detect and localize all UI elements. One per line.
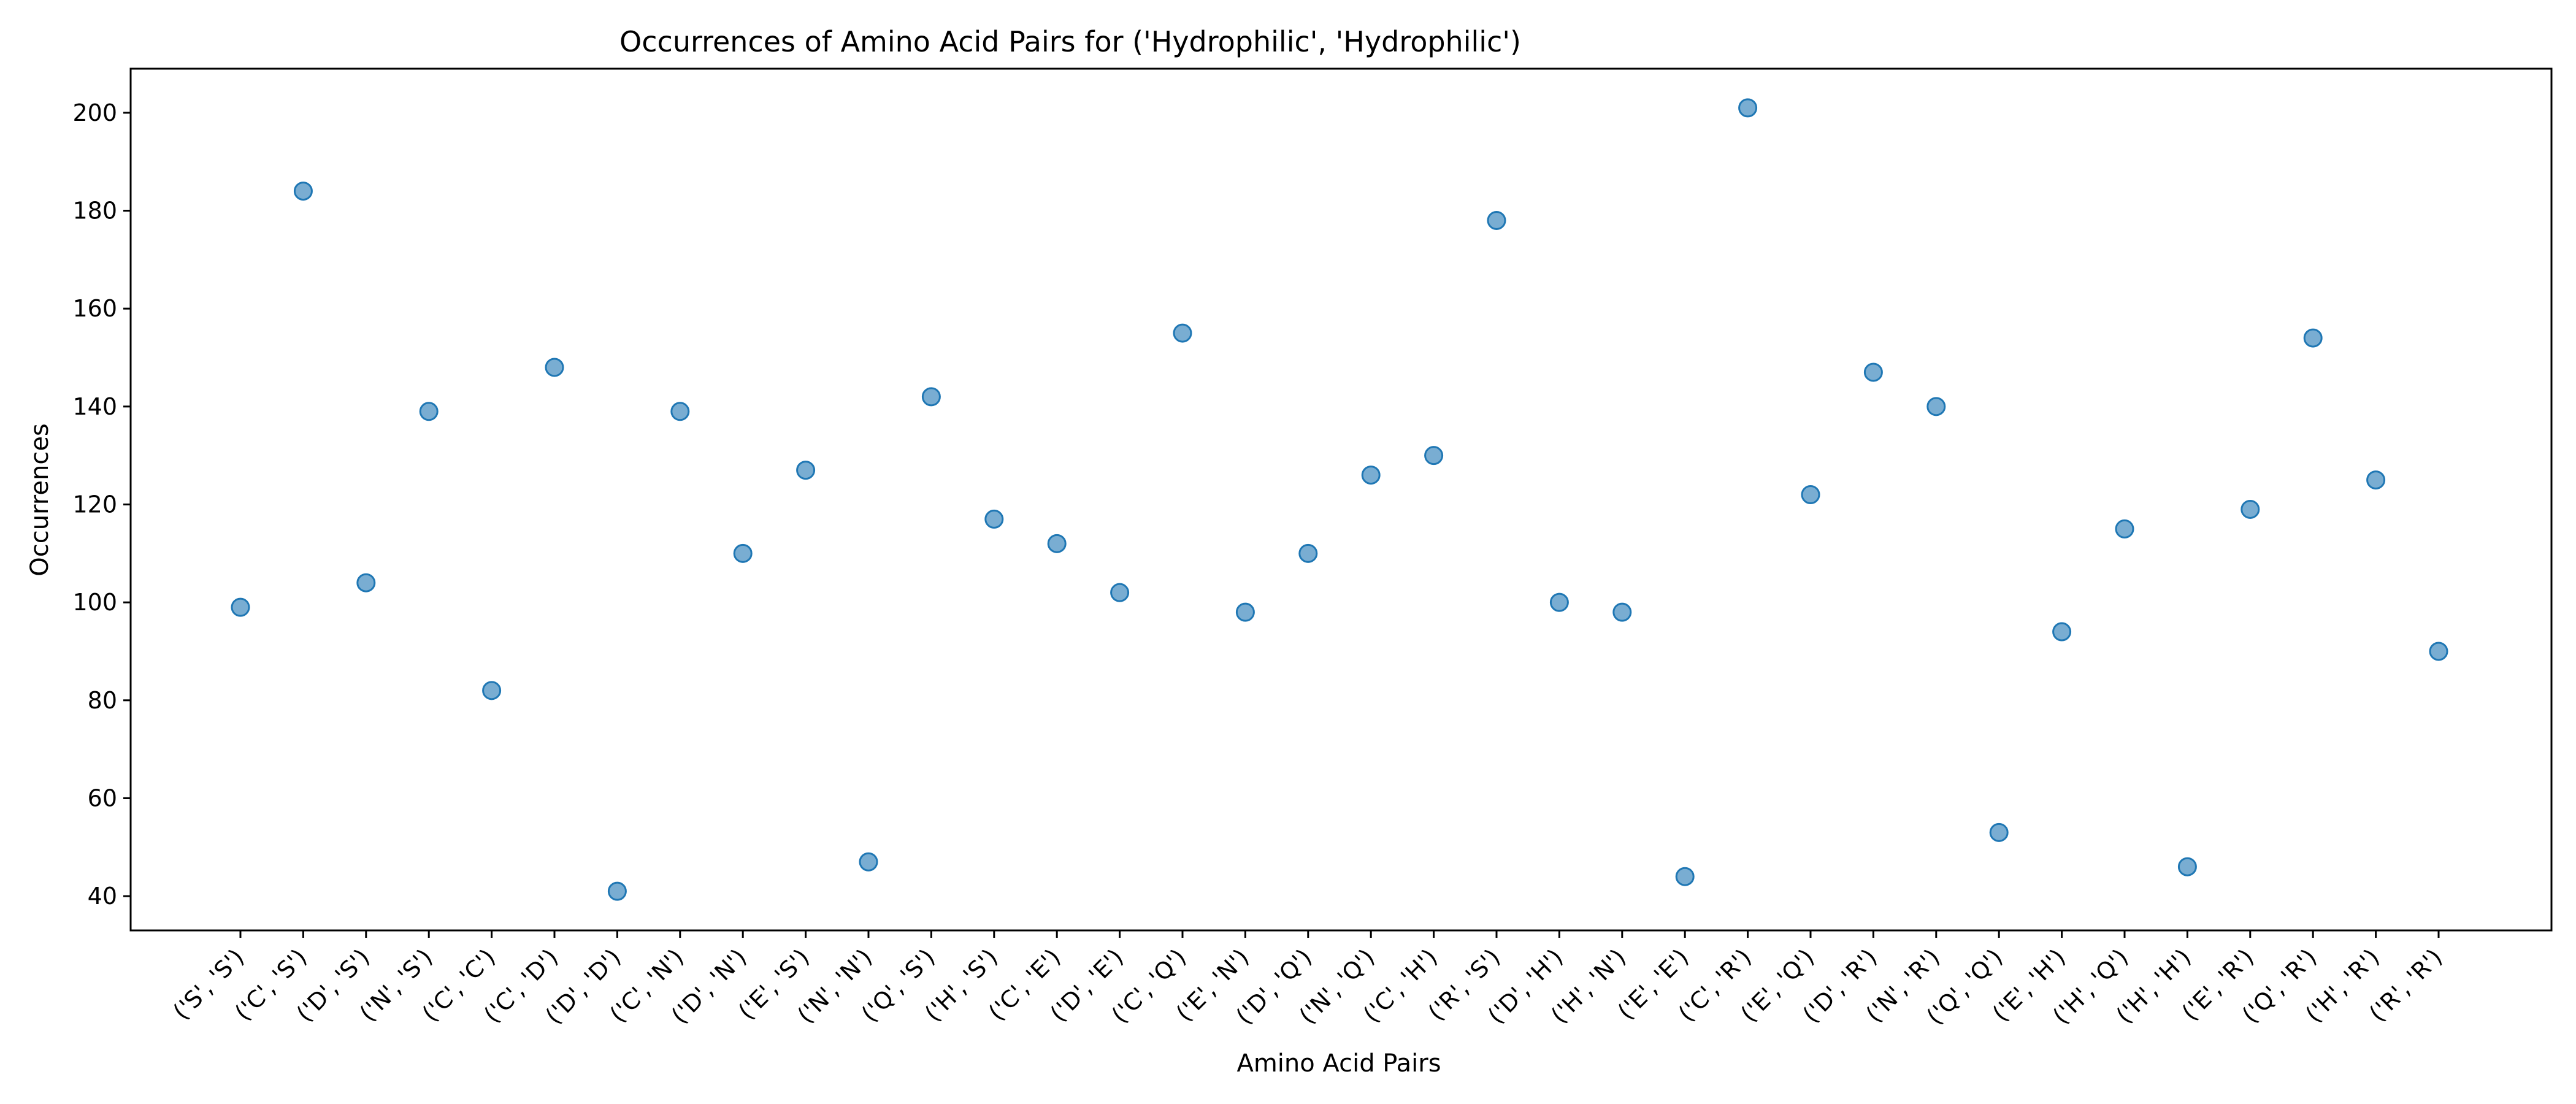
data-points xyxy=(231,98,2448,901)
data-point xyxy=(2366,470,2386,490)
data-point xyxy=(482,681,502,700)
data-point xyxy=(2115,519,2134,539)
data-point xyxy=(1047,534,1067,553)
data-point xyxy=(1675,867,1695,886)
data-point xyxy=(796,461,816,480)
y-tick-label: 200 xyxy=(72,99,117,126)
data-point xyxy=(1110,583,1130,602)
data-point xyxy=(2052,622,2072,642)
data-point xyxy=(2429,642,2448,661)
data-point xyxy=(1298,543,1318,563)
x-axis-label: Amino Acid Pairs xyxy=(1236,1049,1441,1078)
data-point xyxy=(1173,323,1192,343)
data-point xyxy=(2303,328,2323,348)
data-point xyxy=(733,543,753,563)
y-tick-label: 80 xyxy=(88,687,117,714)
data-point xyxy=(607,881,627,901)
y-tick-label: 140 xyxy=(72,393,117,420)
data-point xyxy=(1235,602,1255,622)
data-point xyxy=(670,402,690,421)
data-point xyxy=(1801,485,1820,505)
data-point xyxy=(293,182,313,201)
data-point xyxy=(419,402,439,421)
data-point xyxy=(1361,466,1381,485)
y-tick-label: 40 xyxy=(88,883,117,910)
y-tick-label: 60 xyxy=(88,784,117,811)
y-tick-label: 180 xyxy=(72,197,117,224)
data-point xyxy=(1738,98,1758,118)
y-axis-ticks: 40 60 80 100 120 140 160 180 200 xyxy=(72,99,131,910)
data-point xyxy=(1863,362,1883,382)
plot-frame xyxy=(129,67,2553,932)
y-tick-label: 160 xyxy=(72,295,117,322)
data-point xyxy=(1926,397,1946,416)
data-point xyxy=(1989,822,2009,842)
data-point xyxy=(231,597,250,617)
data-point xyxy=(2241,499,2260,519)
data-point xyxy=(1612,602,1632,622)
data-point xyxy=(1549,592,1569,612)
data-point xyxy=(921,387,941,407)
data-point xyxy=(1487,210,1506,230)
y-axis-label: Occurrences xyxy=(26,423,54,577)
data-point xyxy=(984,509,1004,529)
data-point xyxy=(2177,857,2197,876)
data-point xyxy=(1424,446,1444,466)
y-tick-label: 120 xyxy=(72,491,117,518)
data-point xyxy=(859,852,878,872)
chart-title: Occurrences of Amino Acid Pairs for ('Hy… xyxy=(619,25,1521,58)
data-point xyxy=(356,573,376,592)
y-tick-label: 100 xyxy=(72,589,117,616)
data-point xyxy=(545,358,564,377)
